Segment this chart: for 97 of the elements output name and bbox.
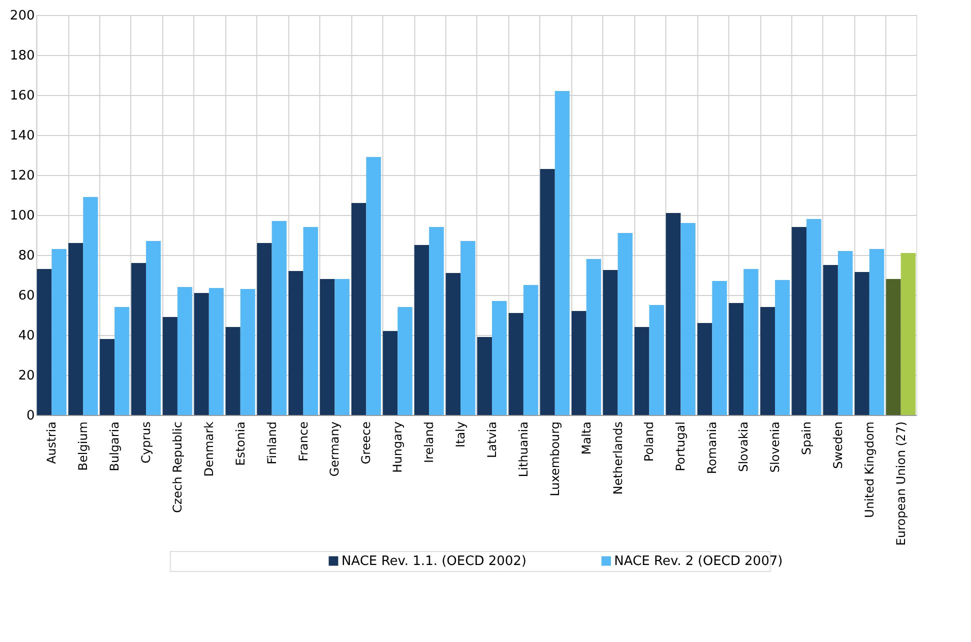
bar (666, 213, 681, 415)
x-tick-label: Bulgaria (108, 422, 122, 472)
x-tick-label: Poland (642, 422, 656, 462)
y-tick-label: 0 (26, 408, 35, 424)
bar (272, 221, 287, 415)
y-tick-label: 120 (10, 168, 35, 184)
x-tick-label: Slovenia (768, 422, 782, 473)
x-tick-label: Sweden (830, 422, 845, 469)
y-tick-label: 80 (18, 248, 35, 264)
bar (257, 243, 272, 415)
bar (320, 279, 335, 415)
x-tick-label: Czech Republic (170, 422, 184, 513)
x-tick-label: Cyprus (139, 422, 154, 464)
bar (351, 203, 366, 415)
x-tick-label: Germany (328, 422, 342, 477)
bar (523, 285, 538, 415)
bar (586, 259, 602, 415)
bar (728, 303, 744, 415)
x-tick-label: Spain (799, 422, 814, 456)
bar (460, 241, 476, 415)
bar (712, 281, 727, 415)
x-tick-label: Hungary (390, 422, 405, 473)
x-tick-label: Romania (705, 422, 720, 474)
bar (760, 307, 776, 415)
x-tick-label: Belgium (76, 422, 90, 471)
bar (806, 219, 822, 415)
bar (446, 273, 461, 415)
bar (869, 249, 884, 415)
y-tick-label: 60 (18, 288, 35, 304)
bar (634, 327, 650, 415)
bar (366, 157, 381, 415)
y-tick-label: 180 (10, 48, 35, 64)
bar (162, 317, 178, 415)
bar (775, 280, 790, 415)
bar (603, 270, 618, 415)
x-tick-label: Malta (579, 422, 594, 455)
bar (838, 251, 853, 415)
x-tick-label: Estonia (233, 422, 248, 466)
bar (823, 265, 838, 415)
bar (334, 279, 350, 415)
bar (572, 311, 586, 415)
x-tick-label: Greece (359, 422, 374, 464)
y-tick-label: 200 (10, 8, 35, 24)
bar (554, 91, 570, 415)
x-tick-label: Netherlands (610, 422, 625, 495)
bar (52, 249, 66, 415)
x-tick-label: France (296, 422, 310, 462)
bar (226, 327, 240, 415)
bar (240, 289, 256, 415)
x-tick-label: Denmark (202, 421, 216, 477)
bar (83, 197, 98, 415)
bar (208, 288, 224, 415)
bar (131, 263, 146, 415)
bar (68, 243, 84, 415)
x-tick-label: European Union (27) (894, 422, 908, 546)
bar (792, 227, 806, 415)
bar (100, 339, 115, 415)
x-tick-label: Slovakia (736, 422, 751, 472)
y-tick-label: 100 (10, 208, 35, 224)
bar (194, 293, 209, 415)
bar (649, 305, 664, 415)
bar (477, 337, 492, 415)
bar (429, 227, 444, 415)
bar (114, 307, 130, 415)
bar (36, 269, 52, 415)
x-tick-label: Lithuania (516, 422, 530, 478)
bar (508, 313, 524, 415)
bar (382, 331, 398, 415)
bar (177, 287, 192, 415)
x-tick-label: Latvia (484, 422, 499, 458)
bar (900, 253, 916, 415)
bar (414, 245, 430, 415)
y-tick-label: 40 (18, 328, 35, 344)
bar (697, 323, 712, 415)
bar (146, 241, 161, 415)
bar (854, 272, 870, 415)
x-tick-label: United Kingdom (862, 422, 876, 518)
x-tick-label: Portugal (674, 422, 688, 472)
bar (492, 301, 507, 415)
bar (398, 307, 412, 415)
y-tick-label: 160 (10, 88, 35, 104)
bar (744, 269, 758, 415)
bar (303, 227, 318, 415)
legend-label: NACE Rev. 2 (OECD 2007) (614, 554, 783, 569)
x-tick-label: Italy (454, 422, 468, 448)
y-tick-label: 140 (10, 128, 35, 144)
x-tick-label: Ireland (422, 422, 436, 464)
x-tick-label: Luxembourg (548, 422, 562, 496)
x-tick-label: Finland (264, 422, 279, 464)
y-tick-label: 20 (18, 368, 35, 384)
bar (886, 279, 901, 415)
bar (288, 271, 304, 415)
bar (618, 233, 633, 415)
bar (540, 169, 555, 415)
bar (680, 223, 696, 415)
legend-label: NACE Rev. 1.1. (OECD 2002) (341, 554, 526, 569)
x-tick-label: Austria (44, 422, 59, 464)
